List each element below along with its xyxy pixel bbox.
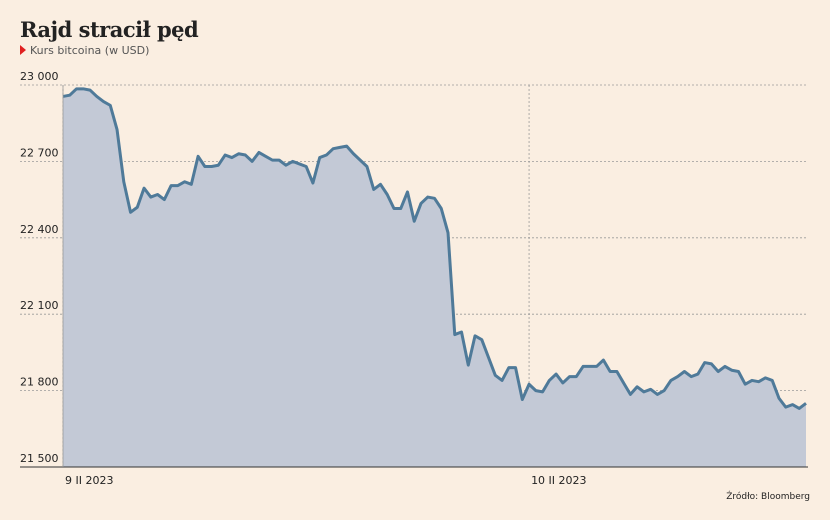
source: Źródło: Bloomberg [726, 490, 810, 502]
y-tick-label: 22 400 [20, 223, 59, 236]
y-tick-label: 21 500 [20, 452, 59, 465]
x-tick-label: 10 II 2023 [531, 474, 586, 487]
y-tick-label: 21 800 [20, 376, 59, 389]
chart-title: Rajd stracił pęd [20, 17, 199, 42]
y-tick-label: 22 100 [20, 299, 59, 312]
area-fill [63, 88, 806, 467]
plot: 21 500 21 800 22 100 22 400 22 700 23 000 9 II… [20, 70, 808, 487]
line [62, 87, 807, 410]
y-tick-label: 23 000 [20, 70, 59, 83]
chart-subtitle: Kurs bitcoina (w USD) [30, 44, 149, 57]
subtitle-marker [20, 45, 26, 55]
y-tick-label: 22 700 [20, 146, 59, 159]
x-tick-label: 9 II 2023 [65, 474, 113, 487]
